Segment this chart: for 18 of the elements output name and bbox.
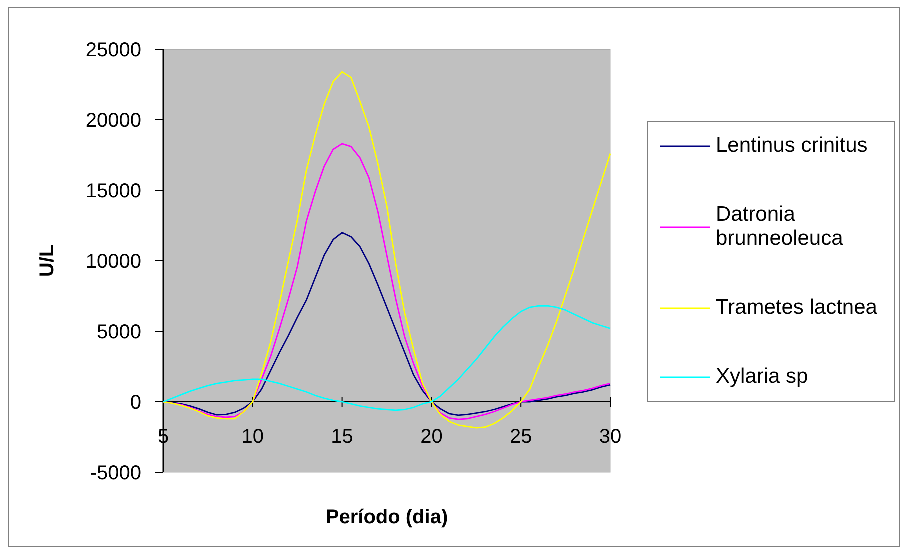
y-tick-label: -5000 <box>90 462 142 484</box>
legend-label: Trametes lactnea <box>716 296 878 320</box>
y-tick-label: 25000 <box>86 40 142 62</box>
x-axis-title: Período (dia) <box>326 506 448 528</box>
legend-label: Datronia brunneoleuca <box>716 203 844 251</box>
y-tick-label: 5000 <box>97 322 142 344</box>
x-tick-label: 10 <box>242 426 264 448</box>
y-tick-label: 15000 <box>86 180 142 202</box>
legend-label: Lentinus crinitus <box>716 134 869 158</box>
x-tick-label: 25 <box>510 426 532 448</box>
legend-label: Xylaria sp <box>716 365 810 389</box>
x-tick-label: 30 <box>599 426 622 448</box>
y-tick-label: 0 <box>130 392 142 414</box>
x-tick-label: 20 <box>420 426 443 448</box>
x-tick-label: 15 <box>331 426 354 448</box>
y-tick-label: 10000 <box>86 251 142 273</box>
y-axis-title: U/L <box>36 244 58 278</box>
y-tick-label: 20000 <box>86 110 142 132</box>
